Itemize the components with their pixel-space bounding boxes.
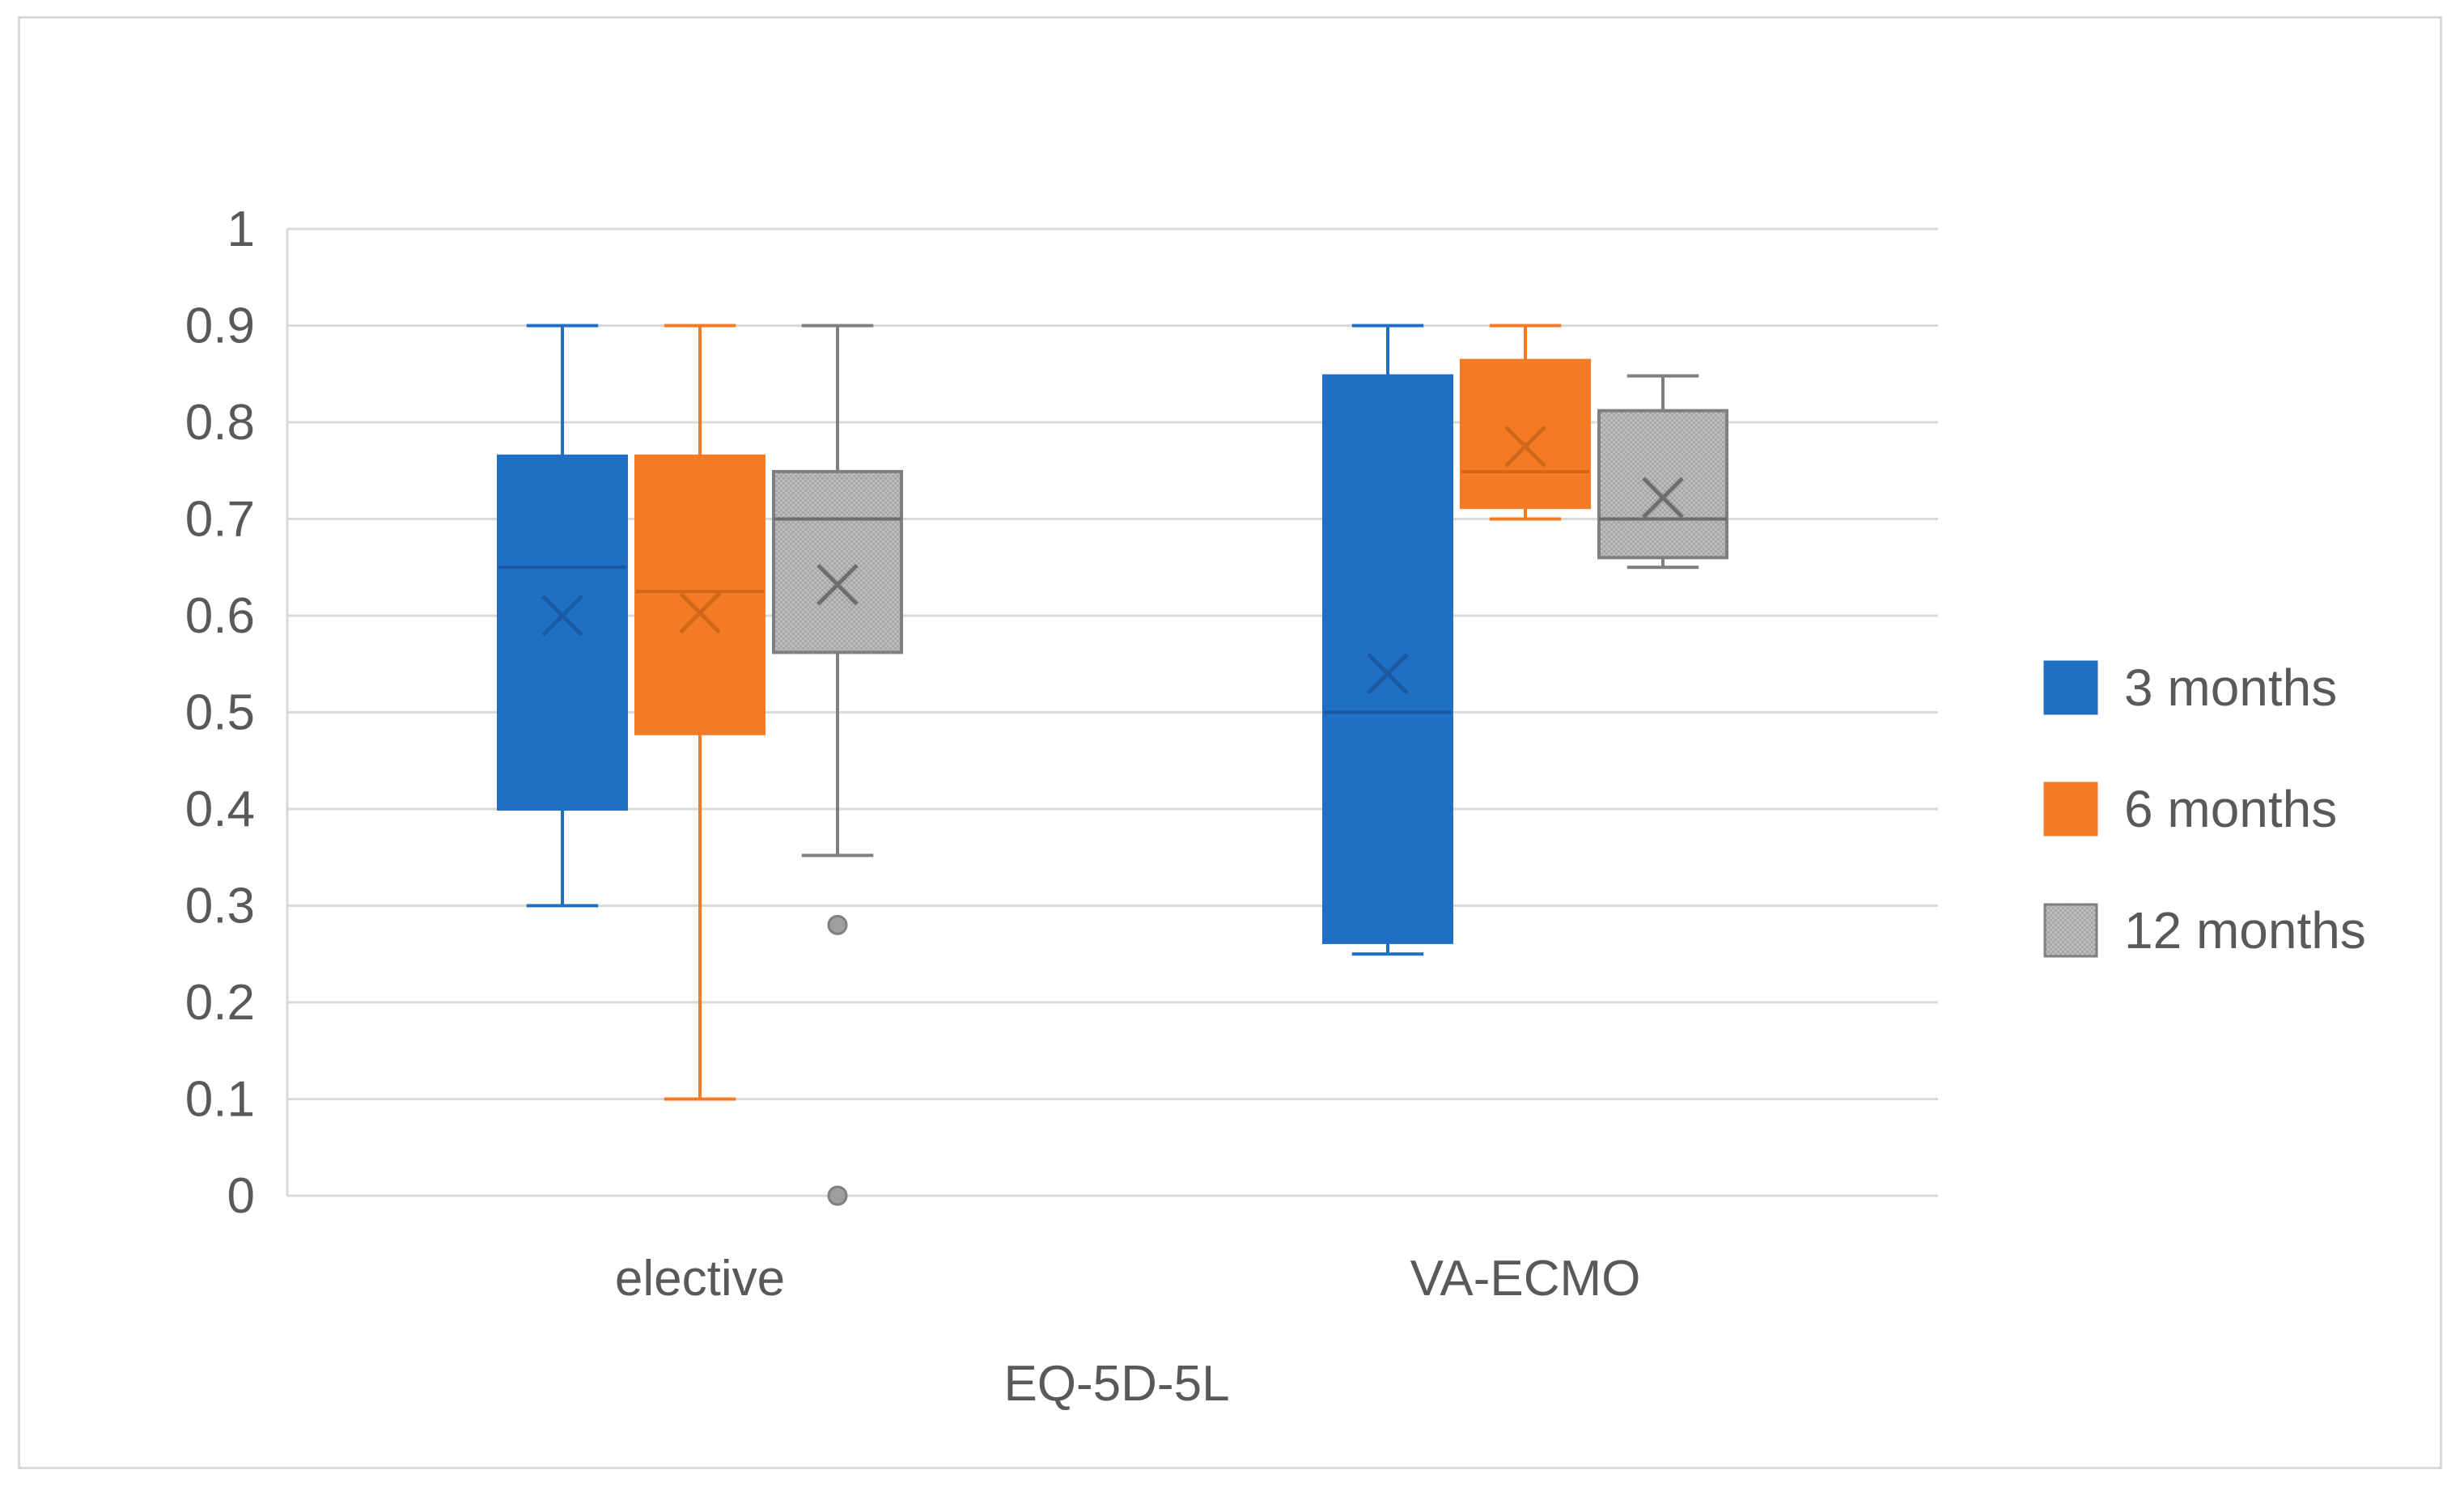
iqr-box — [1597, 409, 1728, 560]
iqr-box — [1460, 358, 1591, 510]
legend-item-3-months: 3 months — [2043, 659, 2337, 717]
mean-marker-b — [1504, 426, 1546, 468]
mean-marker-b — [1642, 477, 1684, 519]
iqr-box — [1322, 374, 1453, 944]
box-6-months-va-ecmo — [1460, 324, 1591, 521]
legend-item-6-months: 6 months — [2043, 780, 2337, 838]
category-labels: elective VA-ECMO — [615, 1251, 1640, 1307]
legend-swatch — [2043, 782, 2098, 837]
mean-marker-b — [679, 591, 721, 634]
legend-label: 3 months — [2124, 659, 2337, 717]
box-plot-chart: 0 0.1 0.2 0.3 0.4 0.5 0.6 0.7 0.8 0.9 1 elective VA… — [185, 201, 2366, 1412]
box-12-months-va-ecmo — [1597, 374, 1728, 570]
x-axis-title: EQ-5D-5L — [1003, 1356, 1229, 1412]
mean-marker-b — [541, 595, 583, 637]
y-axis-ticks: 0 0.1 0.2 0.3 0.4 0.5 0.6 0.7 0.8 0.9 1 — [185, 201, 255, 1224]
mean-marker-b — [816, 563, 859, 606]
box-6-months-elective — [634, 324, 765, 1101]
iqr-box — [772, 469, 903, 654]
y-tick-label: 0.3 — [185, 879, 255, 934]
box-3-months-elective — [497, 324, 628, 908]
y-tick-label: 0.4 — [185, 782, 255, 837]
legend: 3 months 6 months 12 months — [2043, 659, 2366, 959]
y-tick-label: 0.8 — [185, 395, 255, 451]
chart-frame: 0 0.1 0.2 0.3 0.4 0.5 0.6 0.7 0.8 0.9 1 elective VA… — [18, 16, 2442, 1469]
legend-swatch — [2043, 903, 2098, 958]
legend-label: 12 months — [2124, 901, 2366, 959]
boxes — [497, 324, 1728, 1206]
outlier-point — [827, 1185, 848, 1206]
y-tick-label: 1 — [227, 201, 255, 257]
iqr-box — [497, 454, 628, 811]
legend-label: 6 months — [2124, 780, 2337, 838]
iqr-box — [634, 454, 765, 735]
y-tick-label: 0.9 — [185, 299, 255, 354]
legend-swatch — [2043, 660, 2098, 715]
y-tick-label: 0.5 — [185, 685, 255, 741]
legend-item-12-months: 12 months — [2043, 901, 2366, 959]
y-tick-label: 0.1 — [185, 1072, 255, 1128]
mean-marker-b — [1367, 652, 1409, 695]
box-3-months-va-ecmo — [1322, 324, 1453, 956]
box-12-months-elective — [772, 324, 903, 1206]
y-tick-label: 0.2 — [185, 975, 255, 1031]
outlier-point — [827, 914, 848, 935]
category-label-va-ecmo: VA-ECMO — [1410, 1251, 1641, 1307]
category-label-elective: elective — [615, 1251, 785, 1307]
y-tick-label: 0.7 — [185, 492, 255, 548]
y-tick-label: 0.6 — [185, 588, 255, 644]
y-tick-label: 0 — [227, 1168, 255, 1224]
